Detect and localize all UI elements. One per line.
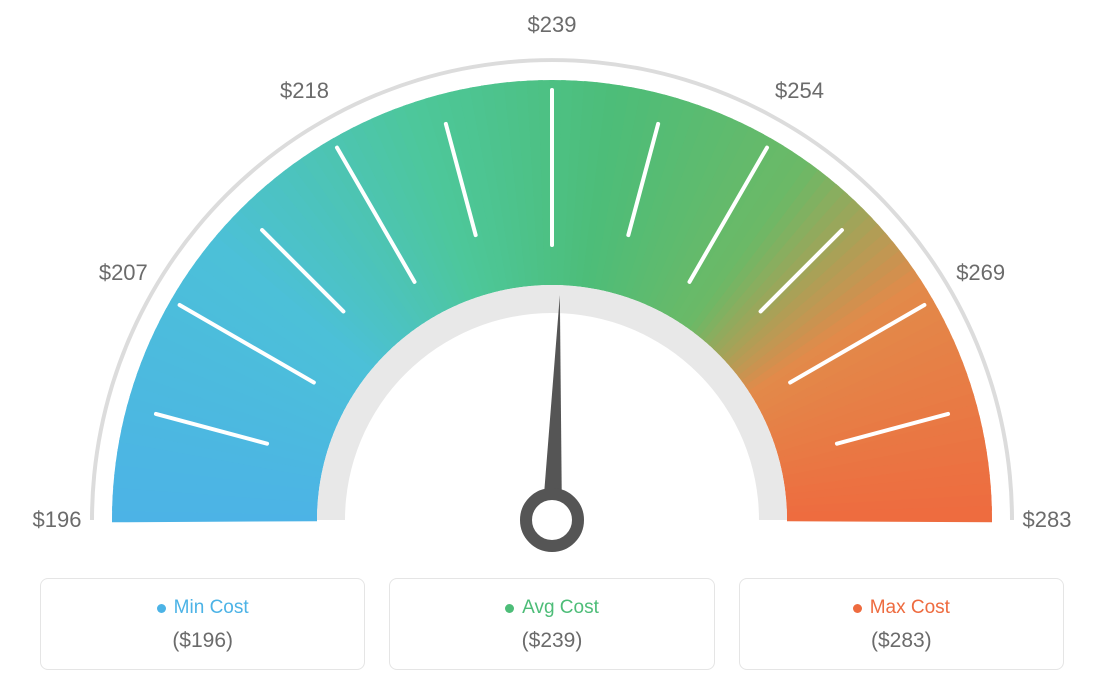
- legend-card-min: Min Cost ($196): [40, 578, 365, 670]
- gauge-tick-label: $269: [956, 260, 1005, 286]
- legend-min-label: Min Cost: [174, 597, 249, 619]
- legend-card-avg: Avg Cost ($239): [389, 578, 714, 670]
- gauge-tick-label: $254: [775, 78, 824, 104]
- legend-max-label: Max Cost: [870, 597, 950, 619]
- gauge-tick-label: $283: [1023, 507, 1072, 533]
- gauge-svg: [22, 20, 1082, 580]
- legend-card-max: Max Cost ($283): [739, 578, 1064, 670]
- legend-row: Min Cost ($196) Avg Cost ($239) Max Cost…: [40, 578, 1064, 670]
- dot-min-icon: [157, 604, 166, 613]
- legend-min-value: ($196): [51, 629, 354, 653]
- dot-avg-icon: [505, 604, 514, 613]
- gauge-tick-label: $239: [528, 12, 577, 38]
- gauge-tick-label: $218: [280, 78, 329, 104]
- gauge-tick-label: $196: [33, 507, 82, 533]
- gauge-tick-label: $207: [99, 260, 148, 286]
- cost-gauge: $196 $207 $218 $239 $254 $269 $283: [0, 0, 1104, 560]
- legend-avg-value: ($239): [400, 629, 703, 653]
- dot-max-icon: [853, 604, 862, 613]
- legend-avg-label: Avg Cost: [522, 597, 599, 619]
- legend-max-value: ($283): [750, 629, 1053, 653]
